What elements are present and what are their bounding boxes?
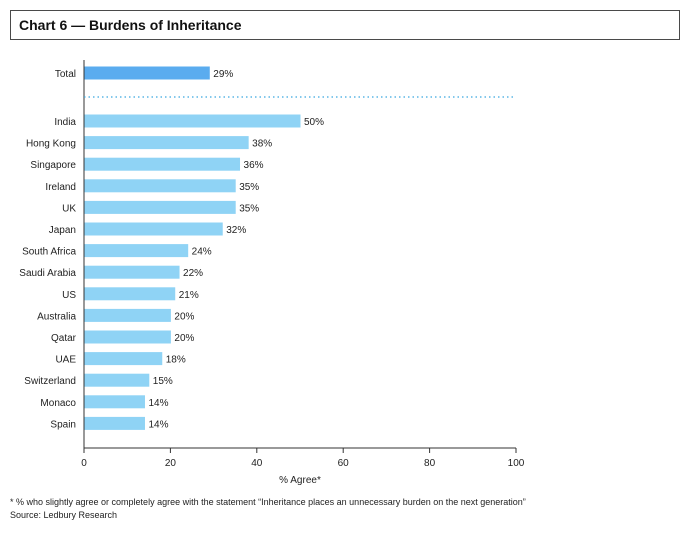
x-tick-label-60: 60 [338,458,350,469]
bar-india [84,114,301,128]
category-label-qatar: Qatar [51,333,77,344]
data-label-monaco: 14% [148,398,168,409]
bar-australia [84,308,171,322]
x-tick-label-100: 100 [508,458,525,469]
category-label-monaco: Monaco [40,398,76,409]
bar-uk [84,200,236,214]
category-label-spain: Spain [50,419,76,430]
category-label-uae: UAE [55,355,76,366]
data-label-switzerland: 15% [153,376,173,387]
data-label-uk: 35% [239,203,259,214]
bar-monaco [84,395,145,409]
category-label-hong-kong: Hong Kong [26,139,76,150]
x-tick-label-0: 0 [81,458,87,469]
data-label-uae: 18% [166,355,186,366]
data-label-spain: 14% [148,419,168,430]
category-label-ireland: Ireland [45,182,76,193]
category-label-australia: Australia [37,311,76,322]
data-label-south-africa: 24% [192,247,212,258]
data-label-australia: 20% [174,311,194,322]
category-label-saudi-arabia: Saudi Arabia [19,268,76,279]
bar-south-africa [84,244,189,258]
data-label-japan: 32% [226,225,246,236]
data-label-total: 29% [213,69,233,80]
category-label-uk: UK [62,203,76,214]
category-label-japan: Japan [49,225,76,236]
bar-hong-kong [84,136,249,150]
data-label-singapore: 36% [244,160,264,171]
data-label-hong-kong: 38% [252,139,272,150]
data-label-ireland: 35% [239,182,259,193]
bar-us [84,287,176,301]
data-label-us: 21% [179,290,199,301]
data-label-india: 50% [304,117,324,128]
bar-singapore [84,157,241,171]
category-label-us: US [62,290,76,301]
category-label-south-africa: South Africa [22,247,76,258]
chart-title: Chart 6 — Burdens of Inheritance [19,17,242,33]
category-label-singapore: Singapore [30,160,76,171]
chart-title-box: Chart 6 — Burdens of Inheritance [10,10,680,40]
x-tick-label-80: 80 [424,458,436,469]
x-tick-label-40: 40 [251,458,263,469]
bar-uae [84,352,163,366]
category-label-total: Total [55,69,76,80]
bar-ireland [84,179,236,193]
bar-saudi-arabia [84,265,180,279]
bar-total [84,66,210,80]
bar-japan [84,222,223,236]
data-label-saudi-arabia: 22% [183,268,203,279]
bar-switzerland [84,373,150,387]
x-tick-label-20: 20 [165,458,177,469]
source-note: Source: Ledbury Research [10,510,118,520]
x-axis-label: % Agree* [279,475,321,486]
data-label-qatar: 20% [174,333,194,344]
category-label-switzerland: Switzerland [24,376,76,387]
bar-qatar [84,330,171,344]
bar-spain [84,416,145,430]
footnote: * % who slightly agree or completely agr… [10,497,526,507]
category-label-india: India [54,117,76,128]
